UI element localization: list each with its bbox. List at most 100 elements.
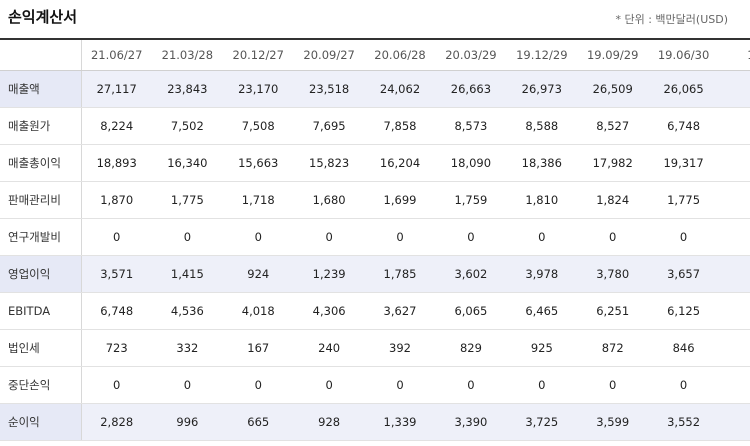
value-cell: 0 <box>577 218 649 256</box>
value-cell: 1,239 <box>293 255 365 293</box>
value-cell: 23,170 <box>222 70 294 108</box>
value-cell: 846 <box>648 329 720 367</box>
period-header: 20.09/27 <box>293 38 365 71</box>
value-cell: 665 <box>222 403 294 441</box>
value-cell <box>719 366 750 404</box>
value-cell: 24,062 <box>364 70 436 108</box>
period-header: 20.12/27 <box>222 38 294 71</box>
value-cell: 3,725 <box>506 403 578 441</box>
period-header: 21.06/27 <box>81 38 152 71</box>
value-cell: 0 <box>151 218 223 256</box>
period-header: 19.06/30 <box>648 38 720 71</box>
value-cell: 3,978 <box>506 255 578 293</box>
value-cell: 3,627 <box>364 292 436 330</box>
period-header: 20.03/29 <box>435 38 507 71</box>
value-cell: 0 <box>81 366 152 404</box>
table-row: 매출액 27,117 23,843 23,170 23,518 24,062 26,663 2… <box>0 70 750 108</box>
value-cell: 0 <box>81 218 152 256</box>
value-cell: 1,824 <box>577 181 649 219</box>
table-row: 매출총이익 18,893 16,340 15,663 15,823 16,204 18,09… <box>0 144 750 182</box>
row-label: 연구개발비 <box>0 218 82 256</box>
table-row: EBITDA 6,748 4,536 4,018 4,306 3,627 6,065 6,46… <box>0 292 750 330</box>
table-row: 법인세 723 332 167 240 392 829 925 872 846 <box>0 329 750 367</box>
value-cell: 4,018 <box>222 292 294 330</box>
value-cell: 0 <box>151 366 223 404</box>
value-cell: 1 <box>719 181 750 219</box>
value-cell: 2 <box>719 70 750 108</box>
value-cell: 0 <box>648 218 720 256</box>
value-cell: 0 <box>506 218 578 256</box>
value-cell: 392 <box>364 329 436 367</box>
value-cell: 15,663 <box>222 144 294 182</box>
value-cell: 3,390 <box>435 403 507 441</box>
value-cell: 1,339 <box>364 403 436 441</box>
row-label: 순이익 <box>0 403 82 441</box>
value-cell: 1,680 <box>293 181 365 219</box>
value-cell: 167 <box>222 329 294 367</box>
value-cell: 26,509 <box>577 70 649 108</box>
value-cell: 1,415 <box>151 255 223 293</box>
value-cell: 723 <box>81 329 152 367</box>
value-cell: 3,602 <box>435 255 507 293</box>
value-cell: 3 <box>719 255 750 293</box>
value-cell: 872 <box>577 329 649 367</box>
value-cell: 7 <box>719 107 750 145</box>
table-row: 매출원가 8,224 7,502 7,508 7,695 7,858 8,573 8,588 8… <box>0 107 750 145</box>
value-cell: 4,306 <box>293 292 365 330</box>
table-row: 중단손익 0 0 0 0 0 0 0 0 0 <box>0 366 750 404</box>
value-cell: 6,465 <box>506 292 578 330</box>
value-cell: 7,695 <box>293 107 365 145</box>
value-cell: 7,502 <box>151 107 223 145</box>
table-row: 순이익 2,828 996 665 928 1,339 3,390 3,725 3,599 3,5… <box>0 403 750 441</box>
value-cell: 3,657 <box>648 255 720 293</box>
value-cell: 26,663 <box>435 70 507 108</box>
value-cell: 16,340 <box>151 144 223 182</box>
value-cell: 0 <box>222 366 294 404</box>
value-cell: 8,224 <box>81 107 152 145</box>
period-header: 19 <box>719 38 750 71</box>
value-cell: 0 <box>506 366 578 404</box>
income-statement-table-container[interactable]: 21.06/27 21.03/28 20.12/27 20.09/27 20.0… <box>0 38 750 446</box>
value-cell: 17,982 <box>577 144 649 182</box>
row-label: 매출원가 <box>0 107 82 145</box>
value-cell: 15,823 <box>293 144 365 182</box>
value-cell: 23,843 <box>151 70 223 108</box>
value-cell: 3,571 <box>81 255 152 293</box>
value-cell: 1,718 <box>222 181 294 219</box>
row-label: 매출총이익 <box>0 144 82 182</box>
value-cell: 240 <box>293 329 365 367</box>
value-cell: 8,588 <box>506 107 578 145</box>
value-cell: 1,775 <box>648 181 720 219</box>
value-cell: 23,518 <box>293 70 365 108</box>
value-cell: 4,536 <box>151 292 223 330</box>
corner-cell <box>0 38 82 71</box>
value-cell: 18,386 <box>506 144 578 182</box>
value-cell: 1,759 <box>435 181 507 219</box>
table-row: 판매관리비 1,870 1,775 1,718 1,680 1,699 1,759 1,810… <box>0 181 750 219</box>
value-cell: 7,508 <box>222 107 294 145</box>
value-cell: 1,870 <box>81 181 152 219</box>
value-cell: 1,785 <box>364 255 436 293</box>
row-label: EBITDA <box>0 292 82 330</box>
unit-note: * 단위 : 백만달러(USD) <box>615 13 728 26</box>
section-header: 손익계산서 * 단위 : 백만달러(USD) <box>0 0 750 38</box>
value-cell: 7,858 <box>364 107 436 145</box>
value-cell: 5 <box>719 292 750 330</box>
value-cell: 2,828 <box>81 403 152 441</box>
value-cell: 26,973 <box>506 70 578 108</box>
value-cell: 18,893 <box>81 144 152 182</box>
value-cell: 8,527 <box>577 107 649 145</box>
value-cell: 0 <box>364 366 436 404</box>
table-row: 영업이익 3,571 1,415 924 1,239 1,785 3,602 3,978 3,7… <box>0 255 750 293</box>
value-cell: 6,125 <box>648 292 720 330</box>
value-cell: 3,599 <box>577 403 649 441</box>
value-cell: 19,317 <box>648 144 720 182</box>
value-cell: 6,748 <box>648 107 720 145</box>
value-cell: 829 <box>435 329 507 367</box>
row-label: 매출액 <box>0 70 82 108</box>
value-cell: 1,699 <box>364 181 436 219</box>
value-cell: 3 <box>719 403 750 441</box>
value-cell: 996 <box>151 403 223 441</box>
value-cell <box>719 329 750 367</box>
value-cell: 1,775 <box>151 181 223 219</box>
